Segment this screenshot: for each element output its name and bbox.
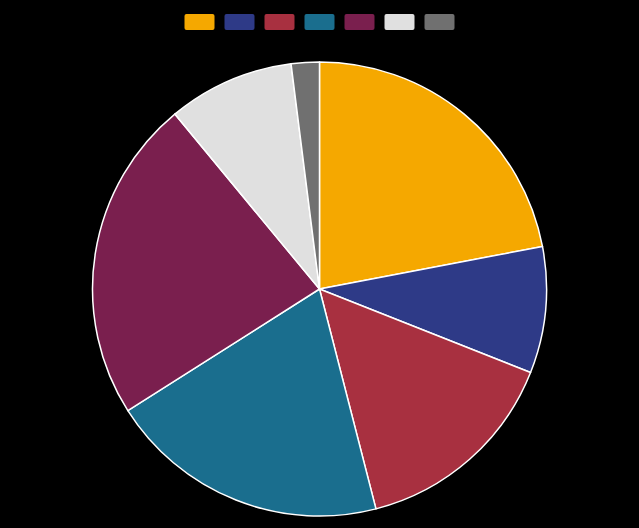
chart	[0, 0, 639, 528]
legend-swatch	[305, 14, 335, 30]
pie-slice	[291, 62, 319, 289]
legend-swatch	[425, 14, 455, 30]
legend-swatch	[225, 14, 255, 30]
legend-swatch	[345, 14, 375, 30]
legend	[185, 14, 455, 30]
legend-swatch	[265, 14, 295, 30]
chart-container	[0, 0, 639, 528]
pie	[93, 62, 547, 516]
legend-swatch	[185, 14, 215, 30]
legend-swatch	[385, 14, 415, 30]
